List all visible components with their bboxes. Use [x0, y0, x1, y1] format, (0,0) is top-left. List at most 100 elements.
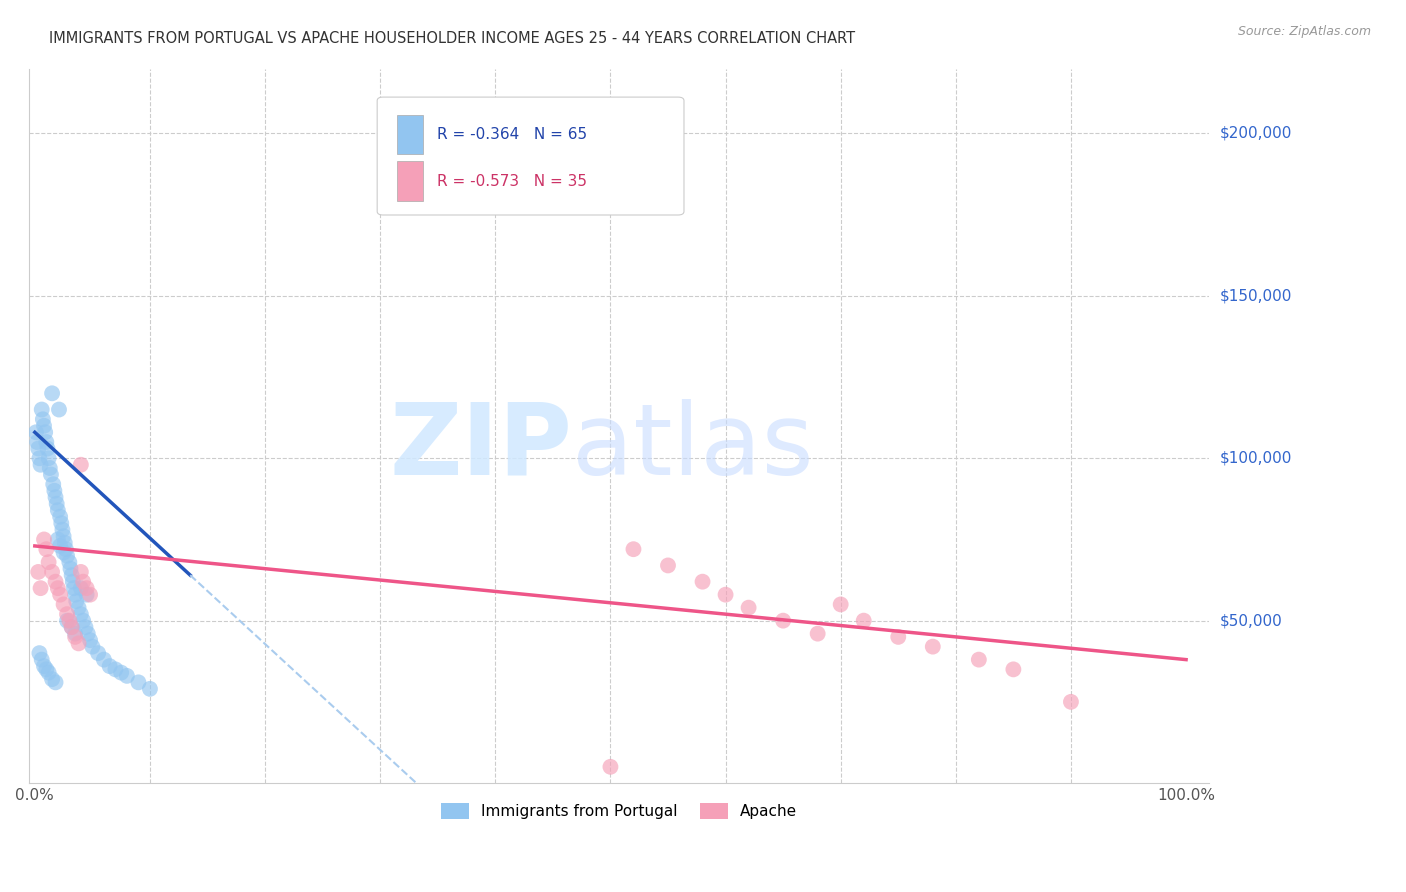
- Point: [63, 630, 86, 644]
- Point: [70, 607, 93, 622]
- Point: [67, 600, 90, 615]
- Bar: [398, 115, 423, 154]
- Point: [110, 665, 132, 680]
- Point: [852, 614, 875, 628]
- Point: [53, 535, 76, 549]
- Point: [56, 607, 79, 622]
- Point: [31, 412, 53, 426]
- Point: [692, 574, 714, 589]
- Point: [599, 760, 621, 774]
- Point: [921, 640, 943, 654]
- Text: R = -0.364   N = 65: R = -0.364 N = 65: [437, 128, 588, 143]
- Point: [56, 549, 79, 563]
- FancyBboxPatch shape: [377, 97, 683, 215]
- Point: [967, 652, 990, 666]
- Point: [31, 402, 53, 417]
- Point: [67, 636, 90, 650]
- Point: [70, 565, 93, 579]
- Point: [55, 542, 77, 557]
- Point: [46, 581, 69, 595]
- Point: [45, 497, 67, 511]
- Point: [830, 598, 852, 612]
- Point: [1060, 695, 1083, 709]
- Point: [32, 418, 55, 433]
- Point: [79, 633, 101, 648]
- Point: [35, 435, 58, 450]
- Point: [807, 626, 830, 640]
- Point: [49, 539, 72, 553]
- Point: [25, 425, 48, 440]
- Point: [28, 646, 51, 660]
- Point: [27, 442, 49, 456]
- Point: [60, 620, 83, 634]
- Point: [82, 640, 104, 654]
- Point: [49, 588, 72, 602]
- Point: [70, 581, 93, 595]
- Text: $150,000: $150,000: [1220, 288, 1292, 303]
- Point: [31, 652, 53, 666]
- Point: [30, 458, 52, 472]
- Point: [127, 675, 149, 690]
- Point: [39, 467, 62, 482]
- Point: [79, 588, 101, 602]
- Text: R = -0.573   N = 35: R = -0.573 N = 35: [437, 174, 588, 189]
- Point: [45, 574, 67, 589]
- Point: [87, 646, 110, 660]
- Point: [63, 626, 86, 640]
- Point: [41, 565, 63, 579]
- Point: [62, 574, 84, 589]
- Point: [70, 458, 93, 472]
- Point: [28, 451, 51, 466]
- Point: [115, 669, 138, 683]
- Point: [34, 425, 56, 440]
- Point: [48, 402, 70, 417]
- Point: [887, 630, 910, 644]
- Point: [714, 588, 737, 602]
- Point: [60, 620, 83, 634]
- Text: $100,000: $100,000: [1220, 450, 1292, 466]
- Point: [35, 662, 58, 676]
- Point: [56, 614, 79, 628]
- Point: [52, 598, 75, 612]
- Point: [60, 568, 83, 582]
- Point: [41, 386, 63, 401]
- Point: [63, 588, 86, 602]
- Bar: [398, 161, 423, 201]
- Point: [44, 483, 66, 498]
- Point: [58, 614, 80, 628]
- Point: [657, 558, 679, 573]
- Text: IMMIGRANTS FROM PORTUGAL VS APACHE HOUSEHOLDER INCOME AGES 25 - 44 YEARS CORRELA: IMMIGRANTS FROM PORTUGAL VS APACHE HOUSE…: [49, 31, 855, 46]
- Point: [623, 542, 645, 557]
- Text: $50,000: $50,000: [1220, 613, 1282, 628]
- Point: [75, 620, 97, 634]
- Point: [72, 614, 94, 628]
- Text: ZIP: ZIP: [389, 399, 572, 496]
- Point: [63, 581, 86, 595]
- Point: [76, 588, 98, 602]
- Point: [76, 581, 98, 595]
- Point: [38, 555, 60, 569]
- Point: [38, 451, 60, 466]
- Point: [772, 614, 794, 628]
- Point: [38, 665, 60, 680]
- Point: [1002, 662, 1025, 676]
- Point: [45, 490, 67, 504]
- Point: [72, 574, 94, 589]
- Point: [98, 659, 121, 673]
- Point: [37, 442, 59, 456]
- Point: [30, 581, 52, 595]
- Text: $200,000: $200,000: [1220, 126, 1292, 141]
- Text: Source: ZipAtlas.com: Source: ZipAtlas.com: [1237, 25, 1371, 38]
- Point: [25, 435, 48, 450]
- Point: [139, 681, 162, 696]
- Point: [65, 594, 87, 608]
- Point: [32, 659, 55, 673]
- Point: [93, 652, 115, 666]
- Point: [35, 542, 58, 557]
- Point: [52, 529, 75, 543]
- Point: [51, 523, 73, 537]
- Point: [42, 477, 65, 491]
- Point: [76, 626, 98, 640]
- Point: [59, 562, 82, 576]
- Text: atlas: atlas: [572, 399, 814, 496]
